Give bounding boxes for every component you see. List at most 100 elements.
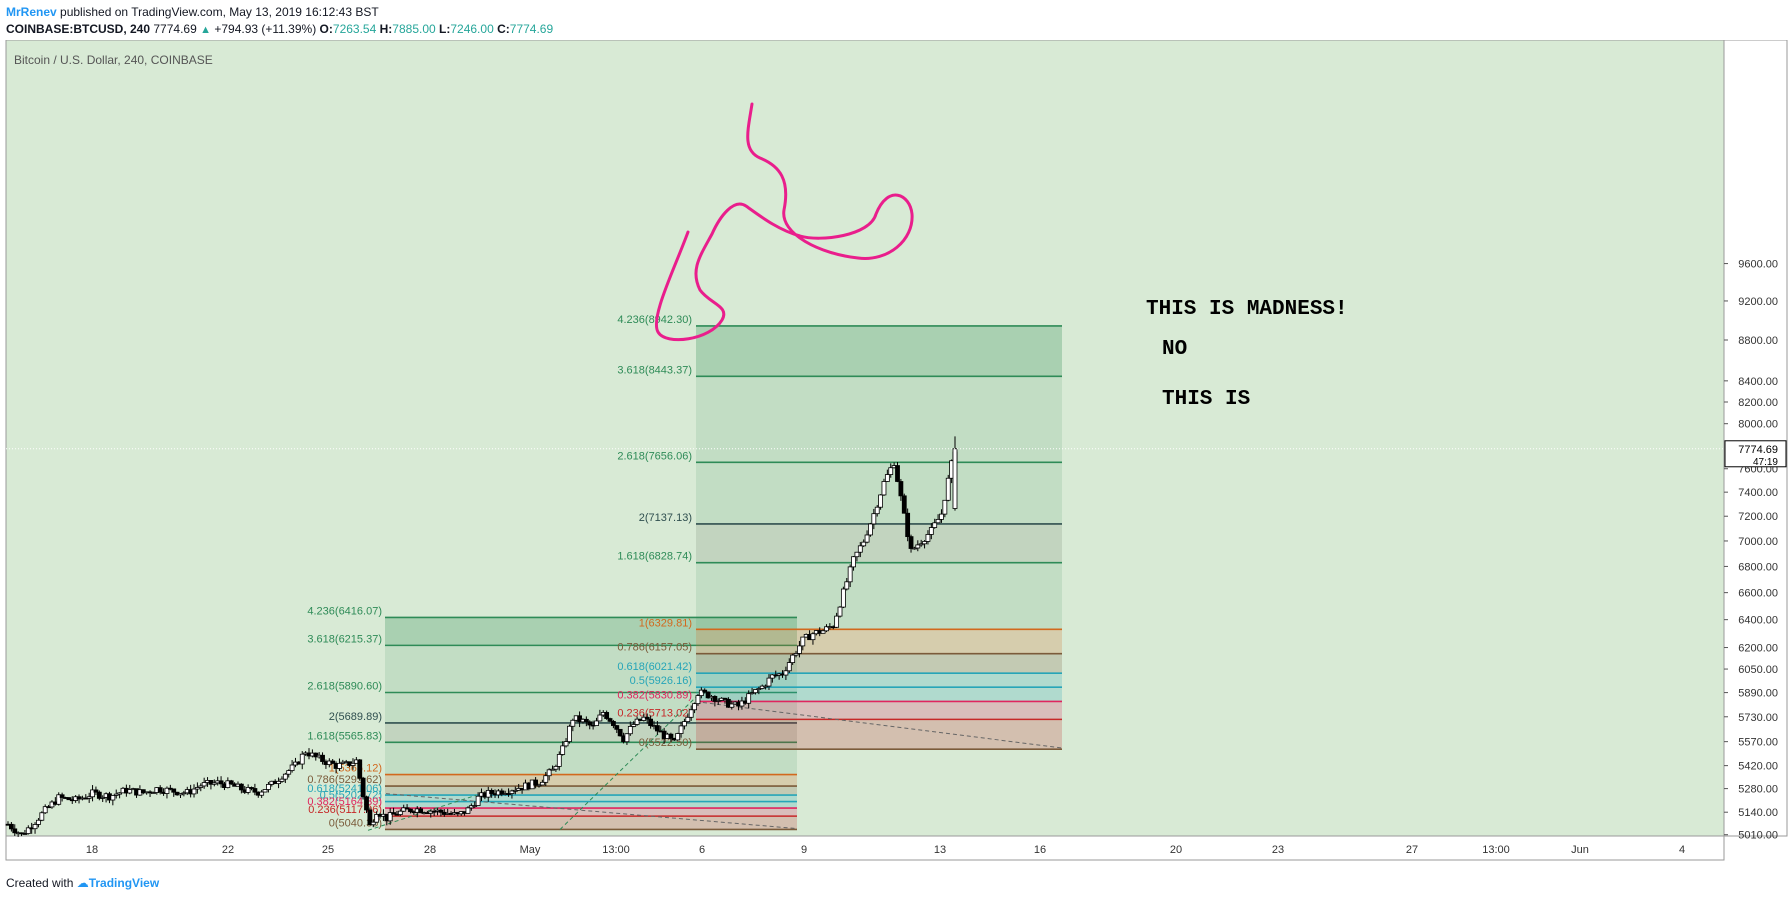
candle-body[interactable]	[499, 790, 505, 795]
candle-body[interactable]	[583, 718, 589, 723]
candle-body[interactable]	[32, 824, 38, 830]
candle-body[interactable]	[624, 733, 630, 743]
candle-body[interactable]	[668, 733, 674, 739]
candle-body[interactable]	[685, 716, 691, 723]
candle-body[interactable]	[617, 728, 623, 737]
candle-body[interactable]	[259, 791, 265, 796]
candle-body[interactable]	[834, 615, 840, 628]
candle-body[interactable]	[25, 827, 31, 834]
candle-body[interactable]	[939, 513, 944, 520]
candle-body[interactable]	[249, 787, 254, 789]
candle-body[interactable]	[922, 541, 927, 545]
text-annotation[interactable]: THIS IS	[1162, 388, 1250, 411]
candle-body[interactable]	[553, 765, 559, 770]
candle-body[interactable]	[299, 753, 305, 765]
candle-body[interactable]	[86, 796, 92, 799]
text-annotation[interactable]: THIS IS MADNESS!	[1146, 298, 1348, 321]
candle-body[interactable]	[874, 506, 880, 515]
candle-body[interactable]	[66, 797, 72, 801]
candle-body[interactable]	[181, 792, 187, 795]
candle-body[interactable]	[725, 698, 731, 708]
candle-body[interactable]	[648, 718, 654, 727]
trend-line-dashed[interactable]	[695, 701, 1063, 749]
candle-body[interactable]	[418, 808, 424, 814]
candle-body[interactable]	[692, 703, 697, 711]
candle-body[interactable]	[925, 534, 931, 542]
candle-body[interactable]	[942, 499, 948, 515]
candle-body[interactable]	[127, 789, 133, 794]
candle-body[interactable]	[898, 481, 904, 497]
candle-body[interactable]	[607, 718, 613, 722]
candle-body[interactable]	[39, 812, 45, 821]
trend-line-dashed[interactable]	[559, 696, 697, 830]
candle-body[interactable]	[824, 626, 829, 632]
candle-body[interactable]	[871, 513, 877, 525]
candle-body[interactable]	[164, 787, 170, 794]
candle-body[interactable]	[262, 789, 268, 793]
candle-body[interactable]	[208, 780, 214, 785]
candle-body[interactable]	[840, 588, 846, 608]
candle-body[interactable]	[8, 823, 14, 830]
candle-body[interactable]	[844, 581, 850, 590]
candle-body[interactable]	[634, 718, 640, 725]
candle-body[interactable]	[401, 807, 407, 812]
candle-body[interactable]	[753, 689, 758, 694]
candle-body[interactable]	[350, 762, 356, 766]
candle-body[interactable]	[905, 512, 911, 538]
candle-body[interactable]	[110, 795, 116, 801]
candle-body[interactable]	[472, 805, 478, 807]
candle-body[interactable]	[218, 780, 224, 785]
candle-body[interactable]	[560, 745, 566, 755]
candle-body[interactable]	[729, 703, 735, 708]
candle-body[interactable]	[337, 762, 342, 769]
author-link[interactable]: MrRenev	[6, 5, 57, 19]
candle-body[interactable]	[198, 785, 204, 788]
candle-body[interactable]	[475, 795, 481, 806]
candle-body[interactable]	[201, 782, 207, 787]
candle-body[interactable]	[888, 467, 894, 475]
candle-body[interactable]	[594, 720, 599, 726]
candle-body[interactable]	[915, 544, 921, 549]
candle-body[interactable]	[171, 788, 177, 793]
tradingview-brand-link[interactable]: TradingView	[88, 876, 160, 890]
price-chart[interactable]: Bitcoin / U.S. Dollar, 240, COINBASE 9600…	[0, 40, 1788, 872]
candle-body[interactable]	[854, 551, 860, 558]
candle-body[interactable]	[512, 789, 518, 792]
candle-body[interactable]	[539, 781, 545, 786]
candle-body[interactable]	[901, 495, 907, 514]
candle-body[interactable]	[820, 630, 826, 634]
chart-pane[interactable]	[5, 40, 1725, 837]
candle-body[interactable]	[881, 481, 887, 496]
candle-body[interactable]	[59, 794, 65, 798]
candle-body[interactable]	[391, 812, 396, 815]
candle-body[interactable]	[675, 733, 681, 741]
candle-body[interactable]	[404, 807, 410, 810]
candle-body[interactable]	[604, 712, 610, 719]
candle-body[interactable]	[360, 777, 366, 798]
candle-body[interactable]	[749, 692, 755, 695]
candle-body[interactable]	[489, 790, 495, 795]
candle-body[interactable]	[715, 700, 721, 702]
candle-body[interactable]	[556, 754, 562, 767]
candle-body[interactable]	[56, 794, 62, 805]
candle-body[interactable]	[397, 810, 403, 815]
candle-body[interactable]	[698, 689, 704, 697]
candle-body[interactable]	[330, 760, 336, 764]
candle-body[interactable]	[644, 716, 650, 720]
candle-body[interactable]	[12, 828, 18, 834]
candle-body[interactable]	[864, 534, 870, 543]
candle-body[interactable]	[408, 808, 413, 813]
candle-body[interactable]	[289, 764, 295, 771]
candle-body[interactable]	[191, 788, 197, 795]
candle-body[interactable]	[286, 770, 292, 775]
candle-body[interactable]	[90, 789, 95, 798]
trend-line-dashed[interactable]	[385, 793, 798, 830]
candle-body[interactable]	[928, 527, 934, 535]
candle-body[interactable]	[211, 782, 217, 785]
candle-body[interactable]	[945, 477, 951, 501]
candle-body[interactable]	[763, 685, 768, 688]
candle-body[interactable]	[746, 693, 752, 704]
candle-body[interactable]	[100, 796, 106, 799]
candle-body[interactable]	[266, 784, 271, 790]
candle-body[interactable]	[786, 662, 792, 672]
